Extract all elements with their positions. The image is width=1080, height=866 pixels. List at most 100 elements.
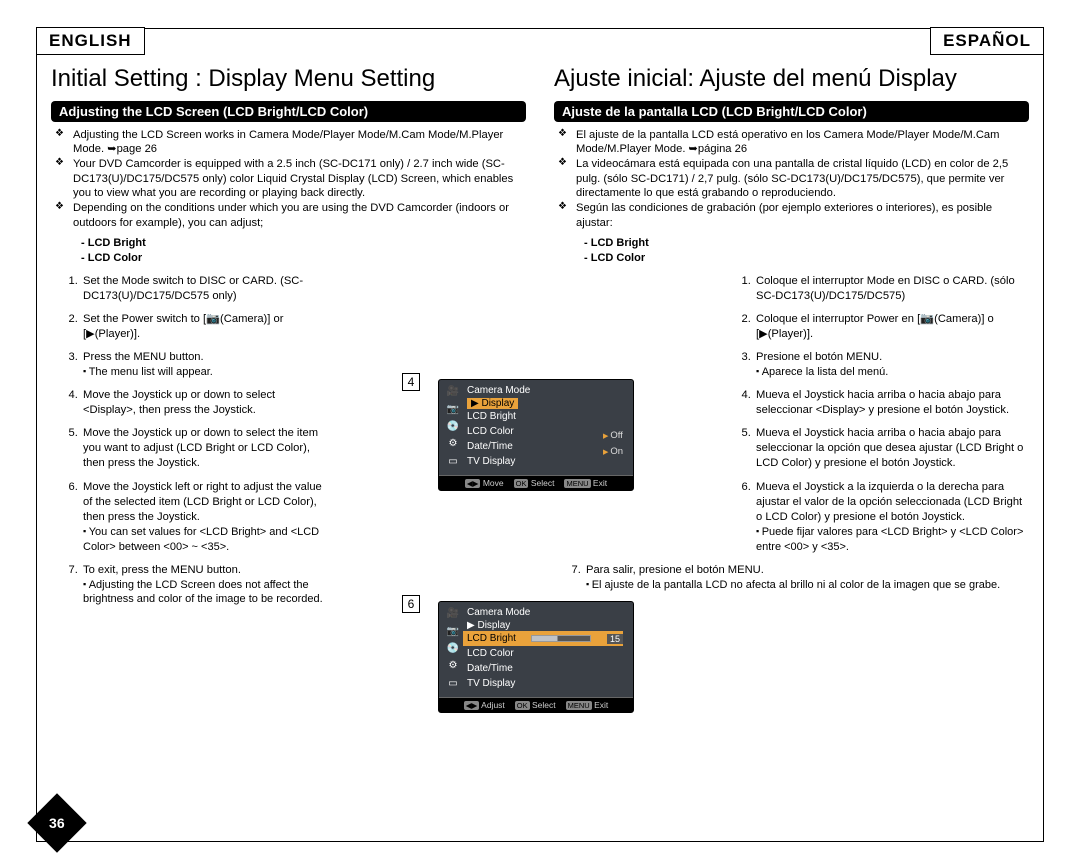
step-text: Move the Joystick up or down to select t… <box>83 427 318 469</box>
step: Move the Joystick left or right to adjus… <box>81 480 331 555</box>
camera-icon: 📷 <box>446 402 460 415</box>
figure-number: 4 <box>402 373 420 391</box>
intro-bullets-en: Adjusting the LCD Screen works in Camera… <box>51 128 526 230</box>
step-text: Mueva el Joystick a la izquierda o la de… <box>756 481 1022 523</box>
footer-label: Exit <box>594 700 608 710</box>
step-text: Move the Joystick up or down to select <… <box>83 389 275 416</box>
camcorder-icon: 🎥 <box>446 385 460 398</box>
section-bar-es: Ajuste de la pantalla LCD (LCD Bright/LC… <box>554 101 1029 122</box>
title-es: Ajuste inicial: Ajuste del menú Display <box>554 65 1029 93</box>
step-text: Set the Power switch to [📷(Camera)] or [… <box>83 313 283 340</box>
figure-4: 4 🎥 📷 💿 ⚙ ▭ Camera Mode ▶ Display LCD Br… <box>430 379 650 491</box>
figure-number: 6 <box>402 595 420 613</box>
bullet: El ajuste de la pantalla LCD está operat… <box>554 128 1029 157</box>
step: Move the Joystick up or down to select <… <box>81 388 331 418</box>
bullet: Your DVD Camcorder is equipped with a 2.… <box>51 157 526 200</box>
osd-footer: ◀▶ Move OK Select MENU Exit <box>439 475 633 490</box>
osd-figures: 4 🎥 📷 💿 ⚙ ▭ Camera Mode ▶ Display LCD Br… <box>430 379 650 713</box>
bullet: Según las condiciones de grabación (por … <box>554 201 1029 230</box>
step-text: Mueva el Joystick hacia arriba o hacia a… <box>756 427 1023 469</box>
step: Mueva el Joystick hacia arriba o hacia a… <box>754 426 1029 471</box>
ok-icon: OK <box>514 479 529 488</box>
step: Coloque el interruptor Mode en DISC o CA… <box>754 274 1029 304</box>
osd-right-options: Off On <box>603 428 623 460</box>
step: Mueva el Joystick hacia arriba o hacia a… <box>754 388 1029 418</box>
step: Set the Power switch to [📷(Camera)] or [… <box>81 312 331 342</box>
dash-list-en: LCD Bright LCD Color <box>51 236 526 266</box>
manual-page: ENGLISH ESPAÑOL Initial Setting : Displa… <box>36 28 1044 842</box>
osd-row: LCD Color <box>467 646 627 661</box>
footer-label: Select <box>532 700 556 710</box>
bullet: Adjusting the LCD Screen works in Camera… <box>51 128 526 157</box>
title-en: Initial Setting : Display Menu Setting <box>51 65 526 93</box>
page-number: 36 <box>49 815 65 831</box>
osd-value: 15 <box>607 634 623 644</box>
disc-icon: 💿 <box>446 642 460 655</box>
footer-label: Adjust <box>481 700 505 710</box>
osd-highlight: ▶ Display <box>467 398 518 409</box>
osd-mode-title: Camera Mode <box>467 385 627 396</box>
step-text: Move the Joystick left or right to adjus… <box>83 481 322 523</box>
section-bar-en: Adjusting the LCD Screen (LCD Bright/LCD… <box>51 101 526 122</box>
substep: Puede fijar valores para <LCD Bright> y … <box>756 525 1029 555</box>
step-text: Set the Mode switch to DISC or CARD. (SC… <box>83 275 303 302</box>
step: Set the Mode switch to DISC or CARD. (SC… <box>81 274 331 304</box>
osd-row: LCD Bright <box>467 409 627 424</box>
disc-icon: 💿 <box>446 420 460 433</box>
step: Presione el botón MENU. Aparece la lista… <box>754 350 1029 380</box>
osd-breadcrumb: Display <box>477 620 510 631</box>
display-icon: ▭ <box>446 455 460 468</box>
osd-icon-column: 🎥 📷 💿 ⚙ ▭ <box>444 607 462 690</box>
dash-item: LCD Bright <box>584 236 1029 251</box>
steps-es: Coloque el interruptor Mode en DISC o CA… <box>724 274 1029 555</box>
step: Press the MENU button. The menu list wil… <box>81 350 331 380</box>
substep: You can set values for <LCD Bright> and … <box>83 525 331 555</box>
step-text: To exit, press the MENU button. <box>83 564 241 576</box>
lang-label-english: ENGLISH <box>36 27 145 55</box>
osd-footer: ◀▶ Adjust OK Select MENU Exit <box>439 697 633 712</box>
osd-panel: 🎥 📷 💿 ⚙ ▭ Camera Mode ▶ Display LCD Brig… <box>438 601 634 713</box>
bullet: La videocámara está equipada con una pan… <box>554 157 1029 200</box>
step: Move the Joystick up or down to select t… <box>81 426 331 471</box>
osd-option: Off <box>603 428 623 444</box>
dash-item: LCD Color <box>584 251 1029 266</box>
step-text: Coloque el interruptor Power en [📷(Camer… <box>756 313 994 340</box>
step: To exit, press the MENU button. Adjustin… <box>81 563 331 608</box>
figure-6: 6 🎥 📷 💿 ⚙ ▭ Camera Mode ▶ Display LCD Br… <box>430 601 650 713</box>
bullet: Depending on the conditions under which … <box>51 201 526 230</box>
footer-label: Exit <box>593 478 607 488</box>
menu-icon: MENU <box>564 479 590 488</box>
footer-label: Select <box>531 478 555 488</box>
camera-icon: 📷 <box>446 624 460 637</box>
osd-selected-label: LCD Bright <box>467 633 516 644</box>
footer-label: Move <box>483 478 504 488</box>
step: Para salir, presione el botón MENU. El a… <box>584 563 1029 593</box>
gear-icon: ⚙ <box>446 659 460 672</box>
display-icon: ▭ <box>446 677 460 690</box>
menu-icon: MENU <box>566 701 592 710</box>
step-text: Press the MENU button. <box>83 351 204 363</box>
osd-slider <box>531 635 591 642</box>
step-text: Coloque el interruptor Mode en DISC o CA… <box>756 275 1015 302</box>
dash-list-es: LCD Bright LCD Color <box>554 236 1029 266</box>
step: Mueva el Joystick a la izquierda o la de… <box>754 480 1029 555</box>
substep: The menu list will appear. <box>83 365 331 380</box>
osd-row: TV Display <box>467 676 627 691</box>
dash-item: LCD Bright <box>81 236 526 251</box>
camcorder-icon: 🎥 <box>446 607 460 620</box>
osd-panel: 🎥 📷 💿 ⚙ ▭ Camera Mode ▶ Display LCD Brig… <box>438 379 634 491</box>
intro-bullets-es: El ajuste de la pantalla LCD está operat… <box>554 128 1029 230</box>
substep: El ajuste de la pantalla LCD no afecta a… <box>586 578 1029 593</box>
substep: Adjusting the LCD Screen does not affect… <box>83 578 331 608</box>
step-text: Mueva el Joystick hacia arriba o hacia a… <box>756 389 1009 416</box>
substep: Aparece la lista del menú. <box>756 365 1029 380</box>
osd-mode-title: Camera Mode <box>467 607 627 618</box>
osd-row: Date/Time <box>467 661 627 676</box>
osd-icon-column: 🎥 📷 💿 ⚙ ▭ <box>444 385 462 468</box>
dash-item: LCD Color <box>81 251 526 266</box>
steps-en: Set the Mode switch to DISC or CARD. (SC… <box>51 274 331 608</box>
osd-option: On <box>603 444 623 460</box>
lang-label-espanol: ESPAÑOL <box>930 27 1044 55</box>
gear-icon: ⚙ <box>446 437 460 450</box>
osd-selected-row: LCD Bright 15 <box>463 631 623 646</box>
